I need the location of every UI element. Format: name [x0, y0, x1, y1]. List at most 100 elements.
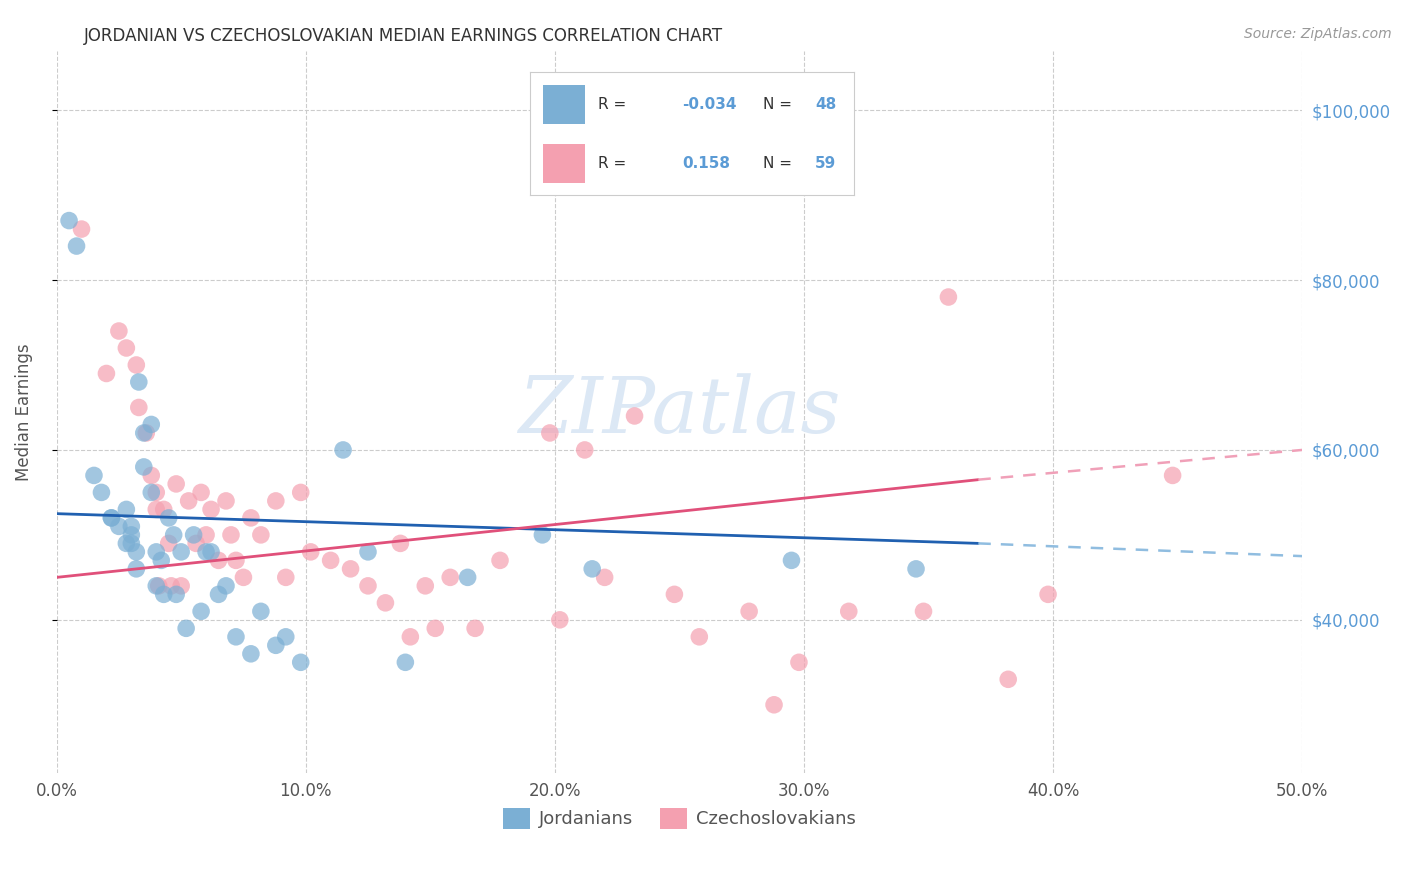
Point [163, 528, 186, 542]
Point [374, 596, 396, 610]
Point [157, 536, 180, 550]
Point [141, 468, 163, 483]
Point [581, 562, 603, 576]
Point [132, 459, 155, 474]
Point [623, 409, 645, 423]
Point [83, 468, 105, 483]
Point [548, 613, 571, 627]
Point [912, 604, 935, 618]
Point [177, 494, 200, 508]
Point [538, 425, 561, 440]
Point [184, 536, 207, 550]
Point [152, 502, 174, 516]
Text: Source: ZipAtlas.com: Source: ZipAtlas.com [1244, 27, 1392, 41]
Point [664, 587, 686, 601]
Point [135, 425, 157, 440]
Point [200, 545, 222, 559]
Point [157, 511, 180, 525]
Point [150, 553, 173, 567]
Point [225, 553, 247, 567]
Point [115, 341, 138, 355]
Legend: Jordanians, Czechoslovakians: Jordanians, Czechoslovakians [495, 801, 863, 836]
Point [128, 375, 150, 389]
Point [763, 698, 786, 712]
Point [1161, 468, 1184, 483]
Point [215, 579, 238, 593]
Point [108, 519, 131, 533]
Point [120, 519, 142, 533]
Point [170, 579, 193, 593]
Text: JORDANIAN VS CZECHOSLOVAKIAN MEDIAN EARNINGS CORRELATION CHART: JORDANIAN VS CZECHOSLOVAKIAN MEDIAN EARN… [84, 27, 724, 45]
Point [160, 579, 183, 593]
Point [200, 502, 222, 516]
Point [250, 528, 273, 542]
Point [125, 562, 148, 576]
Point [593, 570, 616, 584]
Point [339, 562, 361, 576]
Point [389, 536, 412, 550]
Point [145, 545, 167, 559]
Point [190, 485, 212, 500]
Point [299, 545, 322, 559]
Point [128, 401, 150, 415]
Point [274, 570, 297, 584]
Point [319, 553, 342, 567]
Point [90, 485, 112, 500]
Point [399, 630, 422, 644]
Point [780, 553, 803, 567]
Point [215, 494, 238, 508]
Point [165, 587, 187, 601]
Point [183, 528, 205, 542]
Point [141, 485, 163, 500]
Point [905, 562, 928, 576]
Point [125, 358, 148, 372]
Point [1036, 587, 1059, 601]
Point [332, 442, 354, 457]
Point [96, 367, 118, 381]
Text: ZIPatlas: ZIPatlas [519, 374, 841, 450]
Point [250, 604, 273, 618]
Point [413, 579, 436, 593]
Point [141, 417, 163, 432]
Point [152, 587, 174, 601]
Point [207, 553, 229, 567]
Point [489, 553, 512, 567]
Point [219, 528, 242, 542]
Point [264, 638, 287, 652]
Point [464, 621, 486, 635]
Point [838, 604, 860, 618]
Point [58, 213, 80, 227]
Point [132, 425, 155, 440]
Point [225, 630, 247, 644]
Point [70, 222, 93, 236]
Point [997, 673, 1019, 687]
Point [264, 494, 287, 508]
Point [290, 485, 312, 500]
Point [290, 656, 312, 670]
Point [439, 570, 461, 584]
Point [174, 621, 197, 635]
Point [425, 621, 447, 635]
Point [115, 502, 138, 516]
Point [274, 630, 297, 644]
Point [457, 570, 479, 584]
Point [688, 630, 710, 644]
Point [574, 442, 596, 457]
Y-axis label: Median Earnings: Median Earnings [15, 343, 32, 481]
Point [125, 545, 148, 559]
Point [115, 536, 138, 550]
Point [170, 545, 193, 559]
Point [738, 604, 761, 618]
Point [207, 587, 229, 601]
Point [100, 511, 122, 525]
Point [148, 579, 170, 593]
Point [165, 477, 187, 491]
Point [120, 536, 142, 550]
Point [357, 545, 380, 559]
Point [394, 656, 416, 670]
Point [145, 502, 167, 516]
Point [145, 485, 167, 500]
Point [787, 656, 810, 670]
Point [120, 528, 142, 542]
Point [190, 604, 212, 618]
